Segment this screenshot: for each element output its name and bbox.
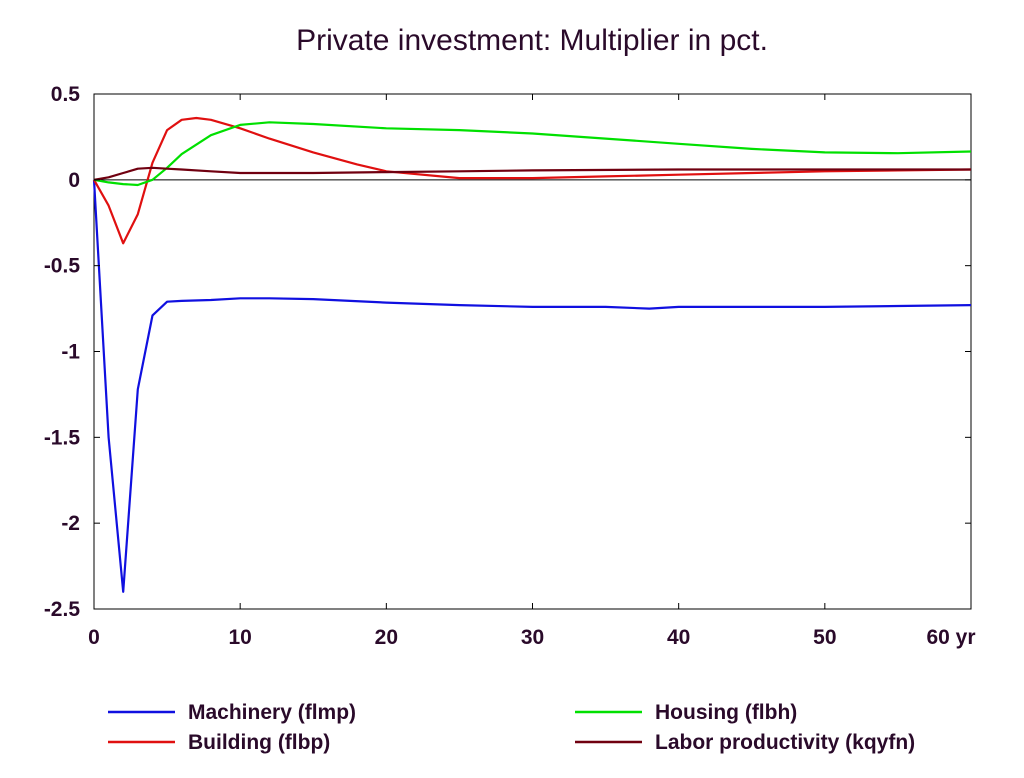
legend-item-labor-productivity-kqyfn: Labor productivity (kqyfn): [575, 731, 915, 754]
series-line-housing-flbh: [93, 121, 972, 187]
legend: Machinery (flmp) Building (flbp) Housing (…: [108, 701, 915, 754]
x-tick-label: 0: [88, 626, 100, 649]
legend-label: Building (flbp): [188, 731, 330, 754]
x-tick-label: 30: [521, 626, 544, 649]
y-tick-label: -1.5: [44, 426, 81, 449]
legend-item-building-flbp: Building (flbp): [108, 731, 330, 754]
y-tick-label: -0.5: [44, 255, 81, 278]
legend-item-housing-flbh: Housing (flbh): [575, 701, 797, 724]
y-tick-label: -2: [61, 512, 80, 535]
legend-item-machinery-flmp: Machinery (flmp): [108, 701, 356, 724]
x-tick-label: 40: [667, 626, 690, 649]
series-line-labor-productivity-kqyfn: [93, 166, 971, 181]
x-tick-label: 10: [228, 626, 251, 649]
legend-label: Labor productivity (kqyfn): [655, 731, 915, 754]
x-axis: 0 10 20 30 40 50 60 yr: [88, 94, 976, 649]
chart-title: Private investment: Multiplier in pct.: [296, 24, 768, 57]
series-line-machinery-flmp: [92, 179, 972, 593]
y-tick-label: 0.5: [51, 83, 81, 106]
x-tick-label: 20: [375, 626, 398, 649]
y-axis: 0.5 0 -0.5 -1 -1.5 -2 -2.5: [44, 83, 971, 621]
x-tick-label: 60 yr: [926, 626, 975, 649]
y-tick-label: -2.5: [44, 598, 81, 621]
legend-label: Machinery (flmp): [188, 701, 356, 724]
series-line-building-flbp: [93, 116, 972, 245]
series-layer: [92, 116, 972, 593]
x-tick-label: 50: [813, 626, 836, 649]
y-tick-label: -1: [61, 341, 80, 364]
legend-label: Housing (flbh): [655, 701, 797, 724]
y-tick-label: 0: [68, 169, 80, 192]
